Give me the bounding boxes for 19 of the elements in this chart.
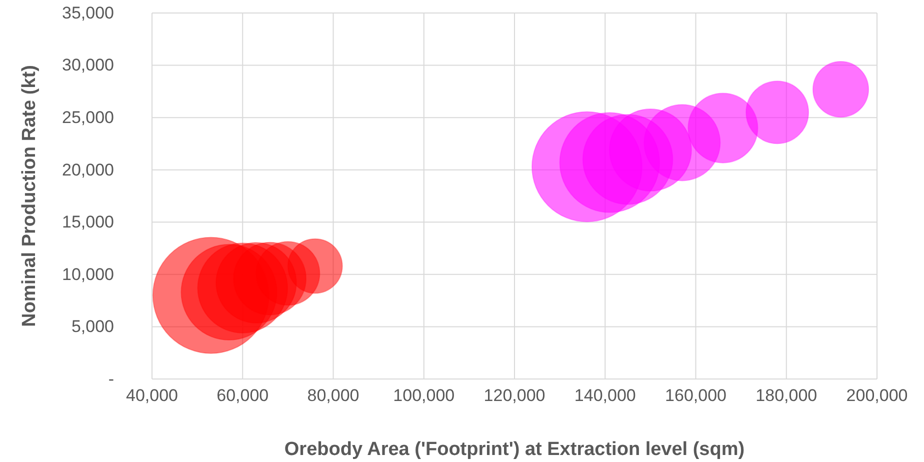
y-axis-title: Nominal Production Rate (kt) <box>19 65 40 327</box>
x-tick-label: 40,000 <box>126 386 178 406</box>
x-tick-label: 120,000 <box>484 386 546 406</box>
x-axis-title: Orebody Area ('Footprint') at Extraction level (sqm) <box>284 439 745 460</box>
y-tick-label: 35,000 <box>62 3 114 22</box>
y-tick-label: 25,000 <box>62 108 114 128</box>
y-tick-label: 20,000 <box>62 160 114 180</box>
y-tick-label: 30,000 <box>62 56 114 75</box>
y-tick-label: 10,000 <box>62 264 114 284</box>
y-tick-label: - <box>108 369 114 388</box>
x-tick-label: 60,000 <box>216 386 269 406</box>
x-tick-label: 140,000 <box>574 386 636 406</box>
x-tick-label: 80,000 <box>307 386 360 406</box>
x-tick-label: 200,000 <box>846 386 908 406</box>
y-tick-label: 15,000 <box>62 212 114 232</box>
x-tick-label: 180,000 <box>756 386 818 406</box>
x-tick-label: 160,000 <box>665 386 726 406</box>
y-tick-label: 5,000 <box>71 317 114 336</box>
x-tick-label: 100,000 <box>393 386 455 406</box>
